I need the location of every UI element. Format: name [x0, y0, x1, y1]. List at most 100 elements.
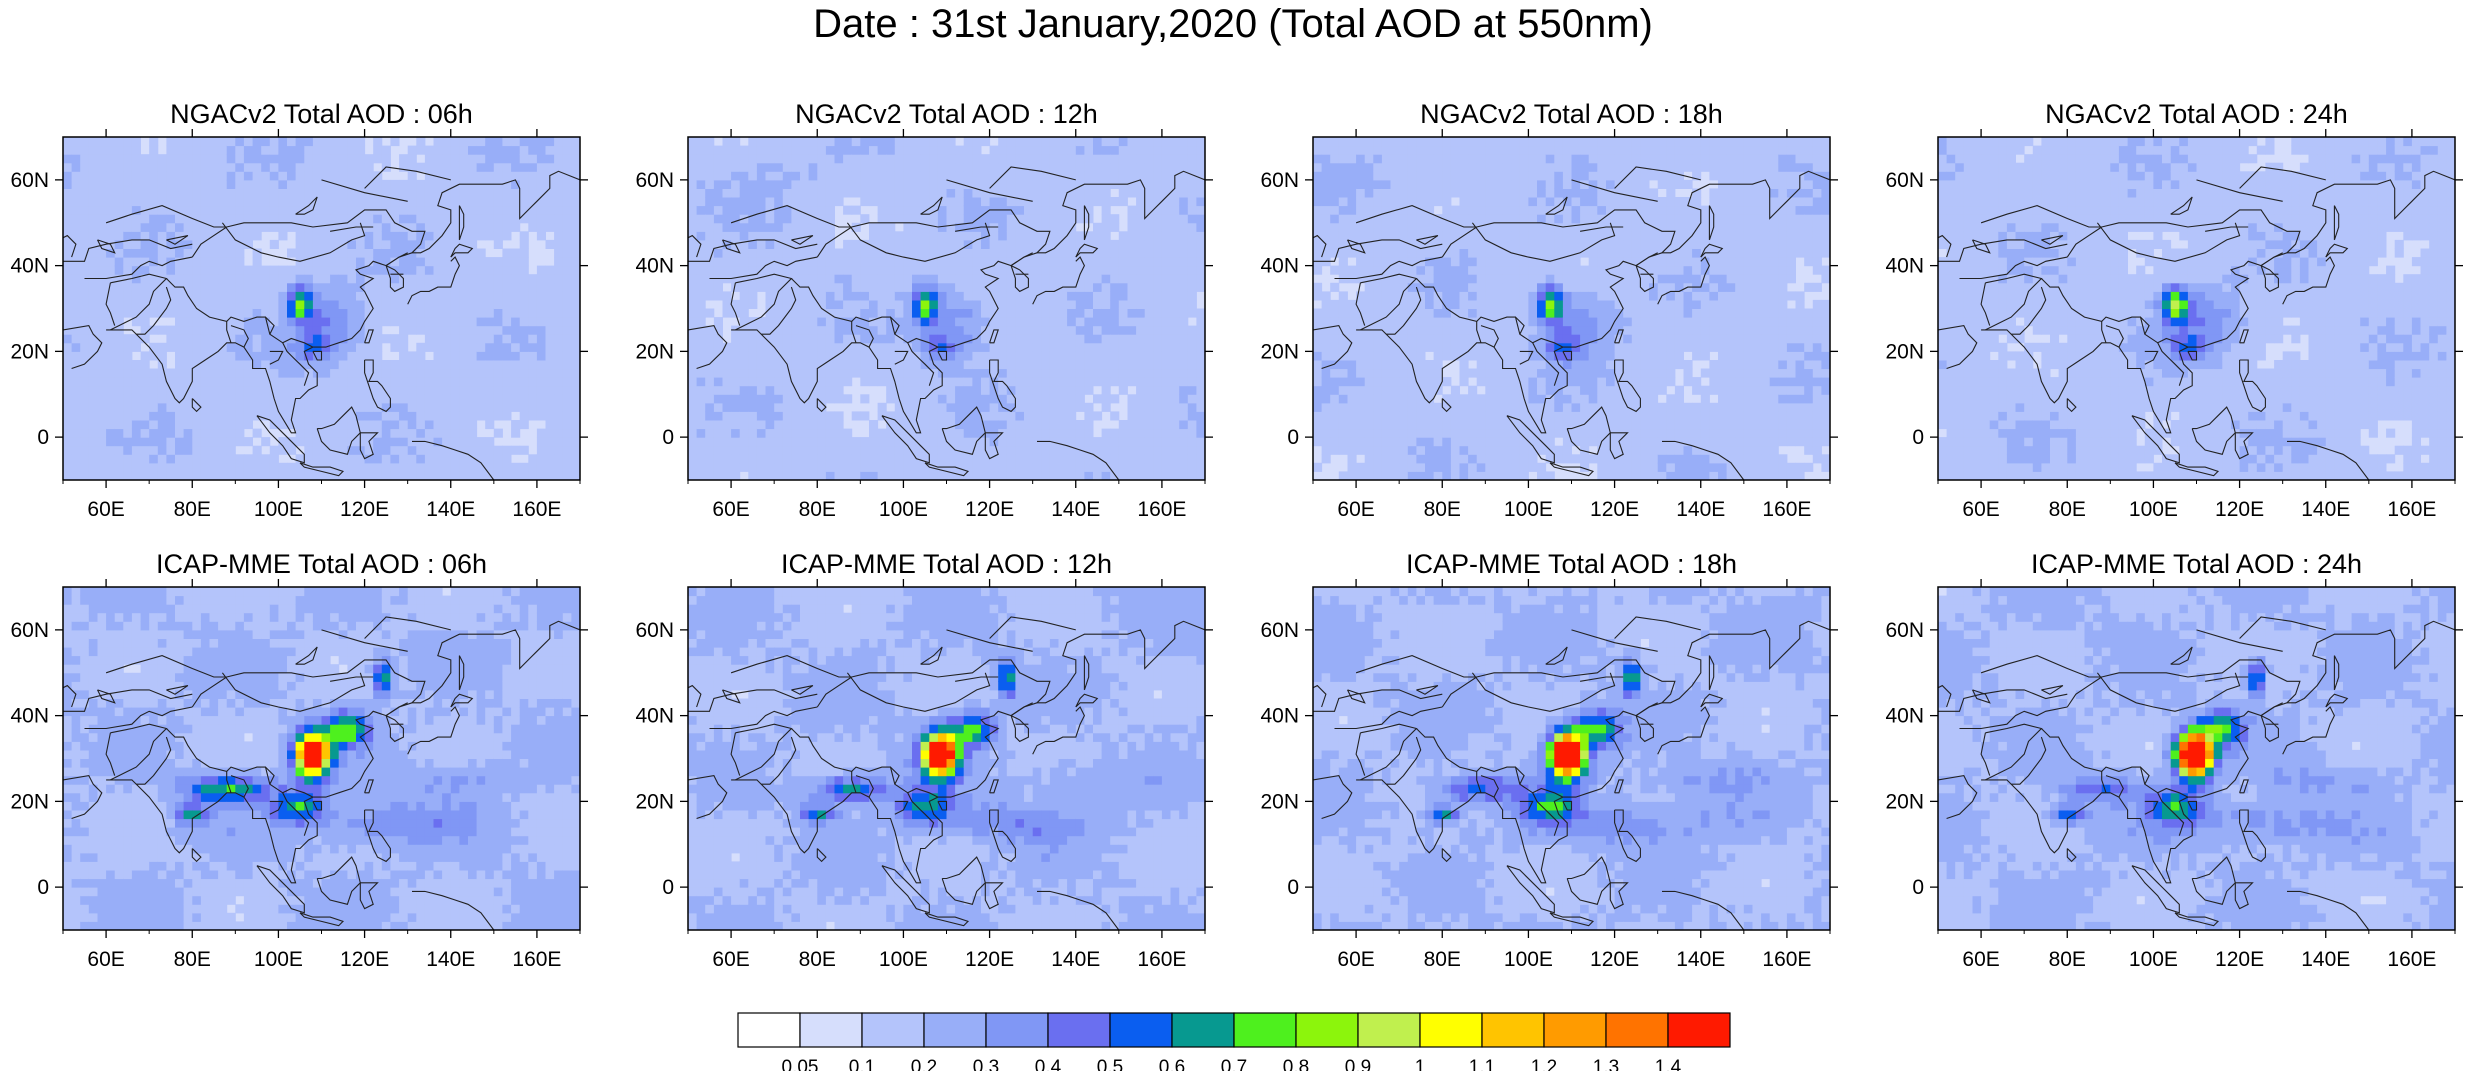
aod-cell	[72, 146, 81, 155]
aod-cell	[123, 146, 132, 155]
aod-cell	[688, 274, 697, 283]
aod-cell	[964, 471, 973, 480]
aod-cell	[1102, 214, 1111, 223]
aod-cell	[425, 411, 434, 420]
aod-cell	[201, 317, 210, 326]
aod-cell	[296, 309, 305, 318]
aod-cell	[688, 454, 697, 463]
aod-cell	[843, 240, 852, 249]
aod-cell	[278, 351, 287, 360]
aod-cell	[981, 257, 990, 266]
aod-cell	[791, 454, 800, 463]
aod-cell	[554, 326, 563, 335]
aod-cell	[244, 137, 253, 146]
aod-cell	[955, 334, 964, 343]
aod-cell	[210, 437, 219, 446]
aod-cell	[998, 300, 1007, 309]
aod-cell	[1153, 420, 1162, 429]
aod-cell	[287, 266, 296, 275]
aod-cell	[434, 300, 443, 309]
aod-cell	[981, 291, 990, 300]
aod-cell	[520, 411, 529, 420]
aod-cell	[766, 360, 775, 369]
aod-cell	[1024, 343, 1033, 352]
aod-cell	[757, 403, 766, 412]
aod-cell	[774, 420, 783, 429]
aod-cell	[1102, 154, 1111, 163]
aod-cell	[791, 163, 800, 172]
aod-cell	[356, 386, 365, 395]
aod-cell	[115, 188, 124, 197]
aod-cell	[697, 437, 706, 446]
aod-cell	[1162, 446, 1171, 455]
aod-cell	[757, 454, 766, 463]
aod-cell	[1153, 180, 1162, 189]
aod-cell	[477, 214, 486, 223]
aod-cell	[740, 257, 749, 266]
aod-cell	[141, 351, 150, 360]
aod-cell	[1196, 420, 1205, 429]
aod-cell	[1128, 403, 1137, 412]
aod-cell	[972, 300, 981, 309]
aod-cell	[1171, 231, 1180, 240]
aod-cell	[1076, 343, 1085, 352]
aod-cell	[537, 437, 546, 446]
aod-cell	[175, 411, 184, 420]
aod-cell	[947, 300, 956, 309]
aod-cell	[800, 454, 809, 463]
aod-cell	[477, 351, 486, 360]
aod-cell	[1128, 420, 1137, 429]
aod-cell	[408, 240, 417, 249]
aod-cell	[416, 163, 425, 172]
aod-cell	[63, 291, 72, 300]
aod-cell	[731, 171, 740, 180]
aod-cell	[1093, 471, 1102, 480]
aod-cell	[416, 137, 425, 146]
aod-cell	[571, 334, 580, 343]
aod-cell	[382, 300, 391, 309]
aod-cell	[835, 394, 844, 403]
aod-cell	[903, 351, 912, 360]
aod-cell	[554, 463, 563, 472]
aod-cell	[537, 206, 546, 215]
aod-cell	[201, 386, 210, 395]
aod-cell	[869, 154, 878, 163]
aod-cell	[766, 214, 775, 223]
aod-cell	[399, 334, 408, 343]
aod-cell	[166, 146, 175, 155]
aod-cell	[895, 163, 904, 172]
aod-cell	[800, 300, 809, 309]
aod-cell	[563, 403, 572, 412]
aod-cell	[878, 326, 887, 335]
aod-cell	[459, 471, 468, 480]
aod-cell	[184, 351, 193, 360]
aod-cell	[774, 394, 783, 403]
aod-cell	[860, 377, 869, 386]
aod-cell	[1041, 283, 1050, 292]
aod-cell	[227, 471, 236, 480]
aod-cell	[244, 411, 253, 420]
aod-cell	[537, 317, 546, 326]
aod-cell	[477, 411, 486, 420]
aod-cell	[766, 343, 775, 352]
aod-cell	[826, 334, 835, 343]
aod-cell	[1076, 334, 1085, 343]
aod-cell	[757, 351, 766, 360]
aod-cell	[705, 386, 714, 395]
aod-cell	[1067, 394, 1076, 403]
aod-cell	[132, 377, 141, 386]
aod-cell	[791, 309, 800, 318]
aod-cell	[800, 188, 809, 197]
aod-cell	[210, 180, 219, 189]
aod-cell	[330, 188, 339, 197]
aod-cell	[912, 257, 921, 266]
aod-cell	[408, 197, 417, 206]
aod-cell	[80, 420, 89, 429]
aod-cell	[80, 403, 89, 412]
aod-cell	[192, 343, 201, 352]
aod-cell	[878, 334, 887, 343]
aod-cell	[218, 420, 227, 429]
aod-cell	[106, 403, 115, 412]
aod-cell	[287, 317, 296, 326]
aod-cell	[1007, 249, 1016, 258]
